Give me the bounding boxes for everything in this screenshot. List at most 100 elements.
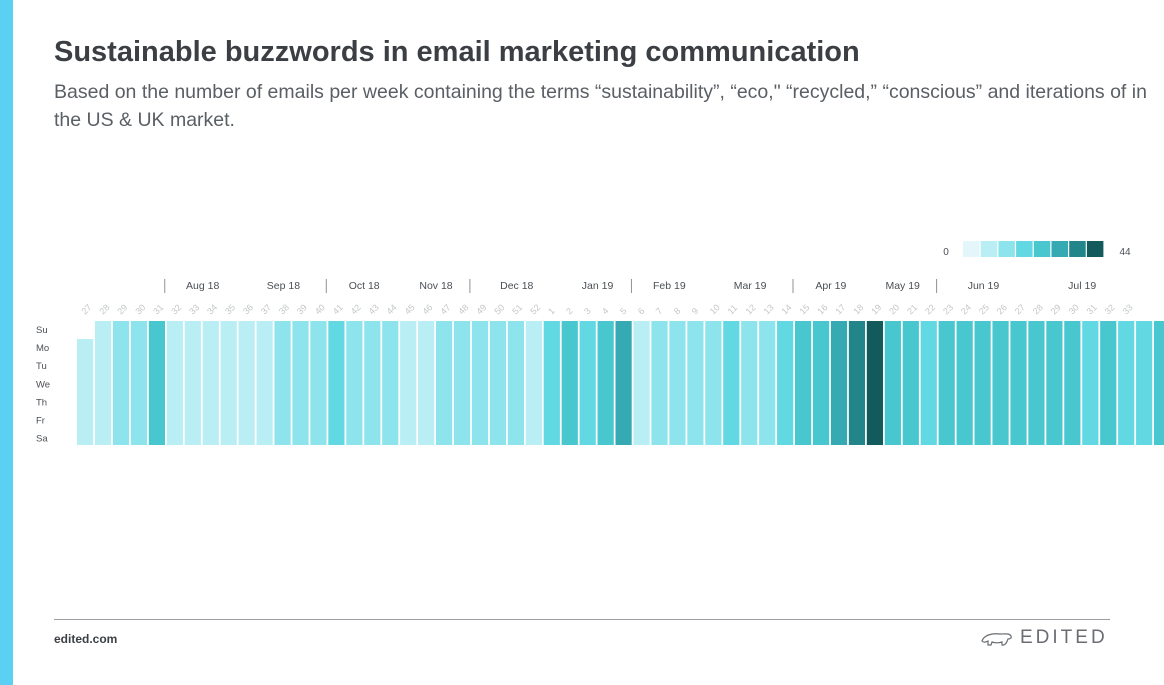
week-tick-label: 22	[923, 302, 937, 316]
week-tick-label: 1	[546, 306, 557, 317]
day-label: Mo	[36, 343, 49, 354]
week-tick-label: 46	[420, 302, 434, 316]
week-tick-label: 17	[833, 302, 847, 316]
heatmap-cell	[184, 321, 201, 445]
polar-bear-icon	[981, 633, 1012, 646]
week-tick-label: 39	[295, 302, 309, 316]
heatmap-cell	[543, 321, 560, 445]
week-tick-label: 23	[941, 302, 955, 316]
heatmap-cell	[1118, 321, 1135, 445]
heatmap-cell	[400, 321, 417, 445]
week-tick-label: 49	[474, 302, 488, 316]
week-tick-label: 33	[187, 302, 201, 316]
legend-swatch	[1051, 241, 1068, 257]
week-tick-label: 10	[708, 302, 722, 316]
heatmap-cell	[902, 321, 919, 445]
heatmap-cell	[741, 321, 758, 445]
week-tick-label: 50	[492, 302, 506, 316]
accent-side-bar	[0, 0, 13, 685]
legend-swatch	[998, 241, 1015, 257]
heatmap-cell	[974, 321, 991, 445]
heatmap-cell	[112, 321, 130, 445]
legend-min-label: 0	[943, 247, 949, 258]
week-tick-label: 4	[600, 306, 611, 317]
heatmap-cell	[1028, 321, 1045, 445]
legend-swatch	[1086, 241, 1104, 257]
heatmap-cell	[848, 321, 866, 445]
week-tick-label: 24	[959, 302, 973, 316]
heatmap-cell	[453, 321, 471, 445]
heatmap-cell	[687, 321, 704, 445]
week-tick-label: 18	[851, 302, 865, 316]
week-tick-label: 9	[690, 306, 701, 317]
heatmap-cell	[830, 321, 848, 445]
month-label: Feb 19	[653, 280, 686, 292]
heatmap-cell	[274, 321, 291, 445]
month-label: Jul 19	[1068, 280, 1096, 292]
week-tick-label: 13	[762, 302, 776, 316]
week-tick-label: 2	[564, 306, 575, 317]
page-subtitle: Based on the number of emails per week c…	[54, 81, 1147, 131]
heatmap-cell	[866, 321, 883, 445]
heatmap-cell	[633, 321, 650, 445]
footer-url[interactable]: edited.com	[54, 632, 118, 646]
heatmap-cell	[615, 321, 632, 445]
heatmap-cell	[705, 321, 722, 445]
month-label: Apr 19	[815, 280, 846, 292]
week-tick-label: 5	[618, 306, 629, 317]
heatmap-cell	[669, 321, 686, 445]
day-label: Th	[36, 397, 47, 408]
week-tick-label: 26	[995, 302, 1009, 316]
heatmap-cell	[489, 321, 507, 445]
legend-swatch	[1069, 241, 1086, 257]
heatmap-legend: 0 44	[943, 241, 1131, 258]
day-label: Sa	[36, 434, 48, 445]
week-tick-label: 15	[797, 302, 811, 316]
heatmap-cell	[130, 321, 148, 445]
brand-logo: EDITED	[980, 627, 1108, 649]
week-tick-label: 52	[528, 302, 542, 316]
week-tick-label: 29	[1049, 302, 1063, 316]
heatmap-cell	[1010, 321, 1027, 445]
week-tick-label: 11	[726, 303, 740, 317]
heatmap-cell	[651, 321, 668, 445]
week-tick-label: 14	[779, 302, 793, 316]
heatmap-cell	[1154, 321, 1164, 445]
heatmap-cell	[238, 321, 255, 445]
heatmap-cell	[436, 321, 453, 445]
week-tick-label: 48	[456, 302, 470, 316]
heatmap-cell	[723, 321, 740, 445]
month-label: Aug 18	[186, 280, 219, 292]
week-tick-label: 32	[169, 302, 183, 316]
week-tick-label: 21	[905, 302, 919, 316]
heatmap-cell	[579, 321, 596, 445]
week-tick-label: 34	[205, 302, 219, 316]
legend-max-label: 44	[1119, 247, 1131, 258]
week-tick-label: 42	[349, 302, 363, 316]
heatmap-cell	[256, 321, 273, 445]
heatmap-cell	[1136, 321, 1153, 445]
week-tick-label: 40	[313, 302, 327, 316]
heatmap-cell	[956, 321, 973, 445]
heatmap-cell	[884, 321, 901, 445]
page-title: Sustainable buzzwords in email marketing…	[54, 36, 860, 68]
legend-swatch	[980, 241, 998, 257]
week-tick-label: 29	[115, 302, 129, 316]
month-label: Mar 19	[734, 280, 767, 292]
week-tick-label: 38	[277, 302, 291, 316]
day-label: We	[36, 379, 50, 390]
heatmap-cell	[920, 321, 937, 445]
heatmap-cell	[938, 321, 955, 445]
week-tick-label: 30	[1067, 302, 1081, 316]
week-tick-label: 7	[654, 306, 665, 317]
heatmap-cell	[166, 321, 183, 445]
week-tick-label: 31	[151, 302, 165, 316]
day-label: Su	[36, 325, 48, 336]
week-tick-label: 3	[582, 306, 593, 317]
month-label: Jan 19	[582, 280, 614, 292]
week-tick-label: 35	[223, 302, 237, 316]
heatmap-cell	[597, 321, 614, 445]
heatmap-cell	[418, 321, 435, 445]
day-label: Tu	[36, 361, 47, 372]
heatmap-cell	[759, 321, 776, 445]
